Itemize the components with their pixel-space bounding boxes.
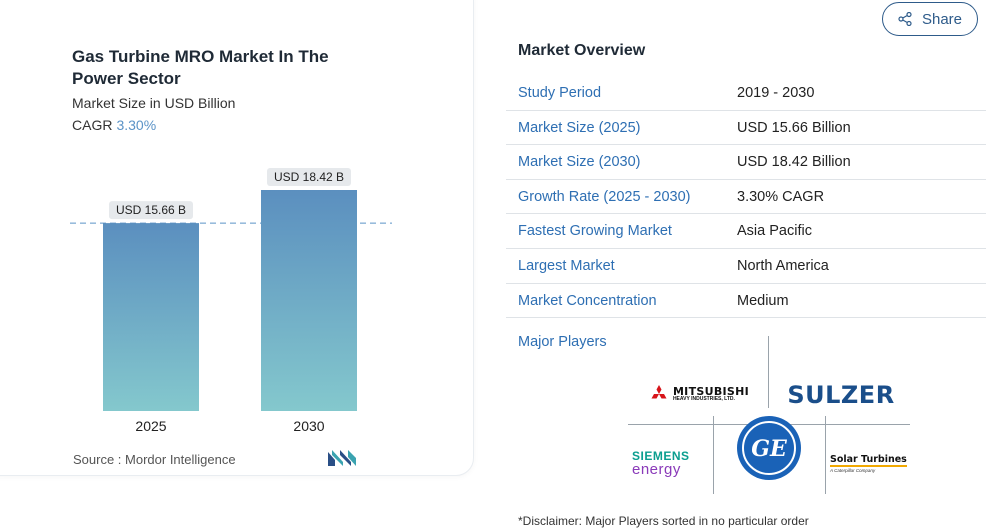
mitsubishi-diamonds-icon (651, 385, 667, 399)
x-tick-label: 2025 (135, 418, 166, 434)
overview-row: Market Concentration Medium (506, 284, 986, 319)
chart-title: Gas Turbine MRO Market In The Power Sect… (72, 47, 329, 88)
divider (825, 416, 826, 494)
major-players-label: Major Players (518, 334, 607, 350)
ge-logo: GE (734, 414, 804, 482)
overview-key[interactable]: Largest Market (518, 257, 615, 274)
cagr-value: 3.30% (116, 117, 157, 133)
data-label-bg (267, 168, 351, 186)
overview-row: Growth Rate (2025 - 2030) 3.30% CAGR (506, 180, 986, 215)
market-overview-table: Study Period 2019 - 2030 Market Size (2025… (506, 76, 986, 319)
data-label-bg (109, 201, 193, 220)
chart-subtitle: Market Size in USD Billion (72, 95, 236, 111)
overview-value: 2019 - 2030 (737, 85, 815, 101)
mitsubishi-subtext: HEAVY INDUSTRIES, LTD. (672, 396, 735, 402)
overview-value: USD 15.66 Billion (737, 119, 851, 136)
major-players-logos: MITSUBISHI HEAVY INDUSTRIES, LTD. SULZER… (628, 336, 910, 494)
siemens-energy-logo: SIEMENS energy (632, 448, 710, 478)
data-label: USD 15.66 B (116, 203, 186, 217)
overview-key[interactable]: Study Period (518, 85, 602, 101)
overview-key[interactable]: Market Concentration (518, 292, 657, 309)
share-label: Share (921, 10, 963, 28)
bar-2030 (261, 190, 357, 411)
overview-key[interactable]: Growth Rate (2025 - 2030) (518, 188, 691, 205)
sulzer-logo: SULZER (778, 380, 904, 410)
overview-value: North America (737, 257, 829, 274)
cagr-line: CAGR 3.30% (72, 117, 156, 133)
overview-row: Market Size (2030) USD 18.42 Billion (506, 145, 986, 180)
overview-row: Study Period 2019 - 2030 (506, 76, 986, 111)
ge-monogram-text: GE (751, 436, 788, 462)
cagr-label: CAGR (72, 117, 113, 133)
ge-monogram-icon: GE (737, 416, 801, 480)
data-label: USD 18.42 B (274, 170, 344, 184)
market-size-card (0, 0, 474, 476)
mordor-intelligence-logo (328, 450, 356, 466)
overview-value: 3.30% CAGR (737, 188, 825, 205)
solar-turbines-logo: Solar Turbines A Caterpillar Company (830, 452, 908, 476)
solar-turbines-subtext: A Caterpillar Company (830, 467, 876, 473)
energy-text: energy (632, 460, 681, 478)
share-icon (898, 12, 912, 26)
overview-row: Market Size (2025) USD 15.66 Billion (506, 111, 986, 146)
market-overview-title: Market Overview (518, 42, 646, 59)
siemens-text: SIEMENS (632, 448, 690, 463)
solar-turbines-text: Solar Turbines (830, 453, 907, 467)
divider (768, 336, 769, 408)
overview-value: Medium (737, 292, 789, 309)
mitsubishi-logo: MITSUBISHI HEAVY INDUSTRIES, LTD. (634, 382, 764, 406)
market-size-bar-chart: USD 15.66 B 2025 USD 18.42 B 2030 (70, 168, 392, 434)
overview-row: Fastest Growing Market Asia Pacific (506, 214, 986, 249)
divider (713, 416, 714, 494)
bar-2025 (103, 223, 199, 411)
sulzer-text: SULZER (787, 381, 895, 409)
overview-row: Largest Market North America (506, 249, 986, 284)
mitsubishi-text: MITSUBISHI (672, 385, 750, 398)
source-text: Source : Mordor Intelligence (73, 452, 236, 467)
share-button[interactable]: Share (882, 2, 978, 36)
overview-key[interactable]: Market Size (2025) (518, 119, 641, 136)
x-tick-label: 2030 (293, 418, 324, 434)
overview-value: Asia Pacific (737, 223, 812, 240)
disclaimer: *Disclaimer: Major Players sorted in no … (518, 514, 809, 528)
overview-key[interactable]: Market Size (2030) (518, 154, 641, 171)
overview-value: USD 18.42 Billion (737, 154, 851, 171)
overview-key[interactable]: Fastest Growing Market (518, 223, 672, 240)
